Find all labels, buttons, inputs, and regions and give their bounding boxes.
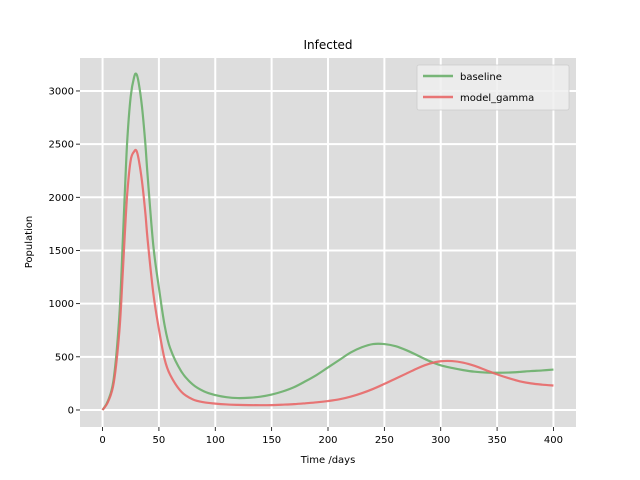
y-tick-label: 500 [55, 352, 74, 363]
x-tick-label: 150 [262, 435, 281, 446]
y-axis-label: Population [24, 216, 35, 269]
y-tick-label: 0 [68, 405, 74, 416]
legend-label-baseline: baseline [460, 72, 502, 83]
y-tick-label: 2500 [49, 140, 74, 151]
legend-label-model-gamma: model_gamma [460, 93, 534, 104]
x-tick-label: 300 [431, 435, 450, 446]
series-layer [101, 72, 554, 411]
x-tick-label: 100 [206, 435, 225, 446]
y-tick-label: 3000 [49, 86, 74, 97]
x-tick-label: 200 [318, 435, 337, 446]
y-tick-label: 1500 [49, 246, 74, 257]
x-tick-label: 350 [488, 435, 507, 446]
x-tick-label: 0 [99, 435, 105, 446]
series-line-model-gamma [101, 148, 554, 411]
y-tick-label: 1000 [49, 299, 74, 310]
x-axis-label: Time /days [300, 455, 356, 466]
y-tick-label: 2000 [49, 193, 74, 204]
legend-box [416, 64, 570, 111]
tick-labels: 0 50 100 150 200 250 300 350 400 0 500 1000 1500 2000… [49, 86, 563, 446]
x-tick-label: 50 [153, 435, 166, 446]
x-tick-label: 250 [375, 435, 394, 446]
chart-title: Infected [303, 38, 352, 52]
legend: baseline model_gamma [416, 64, 570, 111]
x-tick-label: 400 [544, 435, 563, 446]
series-line-baseline [101, 72, 554, 411]
